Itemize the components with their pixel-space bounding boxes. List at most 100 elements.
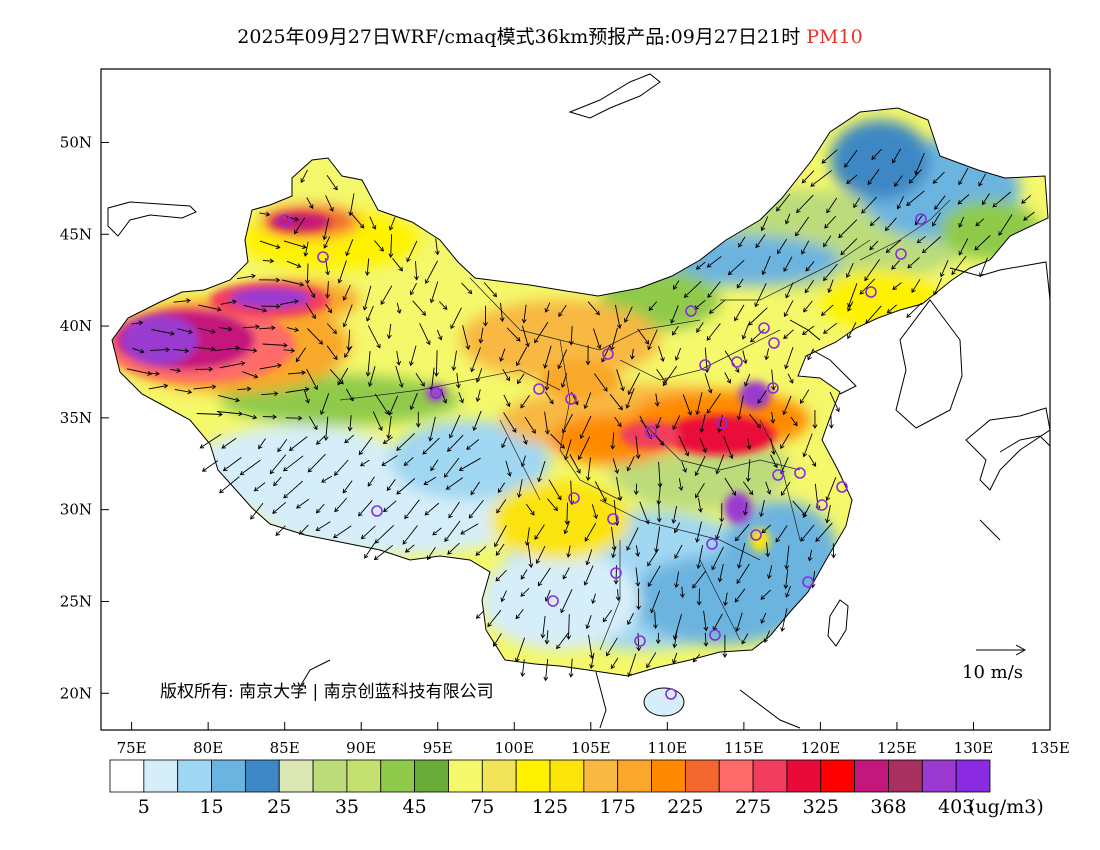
city-marker (645, 426, 657, 438)
wind-arrow (306, 368, 318, 391)
wind-arrow (921, 236, 942, 254)
wind-arrow (414, 261, 419, 281)
wind-arrow (602, 609, 613, 623)
wind-arrow (448, 414, 461, 439)
wind-arrow (593, 328, 602, 350)
wind-arrow (483, 305, 488, 327)
wind-arrow (886, 304, 897, 314)
wind-arrow (672, 630, 678, 649)
wind-arrow (424, 502, 440, 516)
wind-arrow (719, 503, 725, 523)
wind-arrow (706, 393, 721, 414)
wind-arrow (522, 434, 528, 445)
wind-arrow (869, 240, 879, 251)
lon-tick-label: 95E (423, 739, 453, 757)
wind-arrow (300, 169, 308, 183)
wind-arrow (461, 282, 473, 295)
wind-arrow (722, 634, 728, 658)
wind-arrow (198, 304, 222, 312)
wind-arrow (396, 433, 415, 451)
city-marker (758, 322, 770, 334)
wind-arrow (499, 348, 506, 362)
wind-arrow (458, 457, 481, 471)
wind-arrow (524, 527, 530, 547)
wind-arrow (736, 278, 744, 289)
wind-arrow (958, 167, 969, 186)
wind-arrow (815, 522, 833, 543)
wind-arrow (795, 216, 810, 237)
wind-arrow (412, 300, 427, 316)
colorbar: 5 15 25 35 45 75 125 175 225 275 325 368 403 (109, 759, 991, 818)
wind-arrow (894, 175, 903, 187)
wind-arrow (445, 477, 464, 490)
wind-arrow (568, 658, 574, 678)
wind-arrow (647, 565, 661, 588)
city-markers (279, 213, 927, 700)
city-marker (430, 387, 442, 399)
wind-arrow (568, 326, 574, 346)
wind-arrow (468, 499, 484, 519)
wind-arrow (516, 373, 525, 385)
wind-arrow (436, 329, 443, 341)
wind-arrow (727, 259, 745, 276)
wind-arrow (681, 461, 687, 473)
wind-arrow (885, 239, 902, 253)
lat-tick-label: 45N (60, 225, 92, 243)
city-marker (802, 576, 814, 588)
city-marker (699, 359, 711, 371)
wind-arrow (589, 652, 595, 669)
wind-arrow (802, 325, 815, 336)
wind-arrow (483, 282, 498, 298)
colorbar-swatch (651, 759, 686, 793)
wind-arrow (1021, 195, 1031, 204)
wind-arrow (503, 412, 517, 433)
colorbar-swatch (515, 759, 551, 793)
wind-arrow (741, 633, 749, 645)
wind-arrow (776, 193, 791, 212)
wind-arrow (734, 588, 746, 603)
wind-arrow (239, 459, 261, 476)
wind-arrow (616, 476, 623, 502)
wind-arrow (272, 501, 287, 514)
wind-arrow (501, 437, 508, 449)
wind-arrow (566, 545, 572, 558)
lat-tick-label: 35N (60, 409, 92, 427)
wind-arrow (761, 255, 771, 276)
wind-arrow (562, 567, 570, 580)
wind-arrow (654, 393, 660, 407)
wind-arrow (682, 394, 692, 416)
city-marker (371, 505, 383, 517)
wind-arrow (500, 590, 507, 603)
wind-arrow (430, 459, 439, 472)
wind-arrow (326, 174, 338, 191)
wind-arrow (655, 416, 662, 430)
wind-arrow (544, 630, 550, 645)
wind-arrow (824, 215, 837, 229)
wind-arrow (564, 502, 570, 526)
wind-arrow (979, 257, 988, 278)
wind-arrow (548, 479, 562, 501)
wind-arrow (197, 327, 216, 334)
wind-arrow (534, 321, 549, 344)
wind-arrow (783, 568, 789, 590)
colorbar-label: 225 (667, 796, 703, 818)
wind-arrow (506, 327, 521, 342)
wind-arrow (362, 285, 372, 311)
wind-arrow (527, 543, 534, 569)
wind-arrow (258, 438, 266, 450)
wind-arrow (337, 367, 349, 386)
wind-arrow (409, 345, 417, 367)
wind-arrow (364, 541, 376, 559)
wind-arrow (365, 351, 371, 377)
wind-arrow (633, 483, 639, 496)
wind-arrow (262, 342, 288, 348)
colorbar-swatch (177, 759, 212, 793)
city-marker (568, 492, 580, 504)
city-marker (607, 513, 619, 525)
wind-arrow (151, 329, 175, 336)
colorbar-swatch (414, 759, 449, 793)
wind-arrow (864, 259, 880, 282)
wind-arrow (325, 303, 333, 314)
lon-tick-label: 90E (346, 739, 376, 757)
wind-arrow (374, 240, 384, 252)
